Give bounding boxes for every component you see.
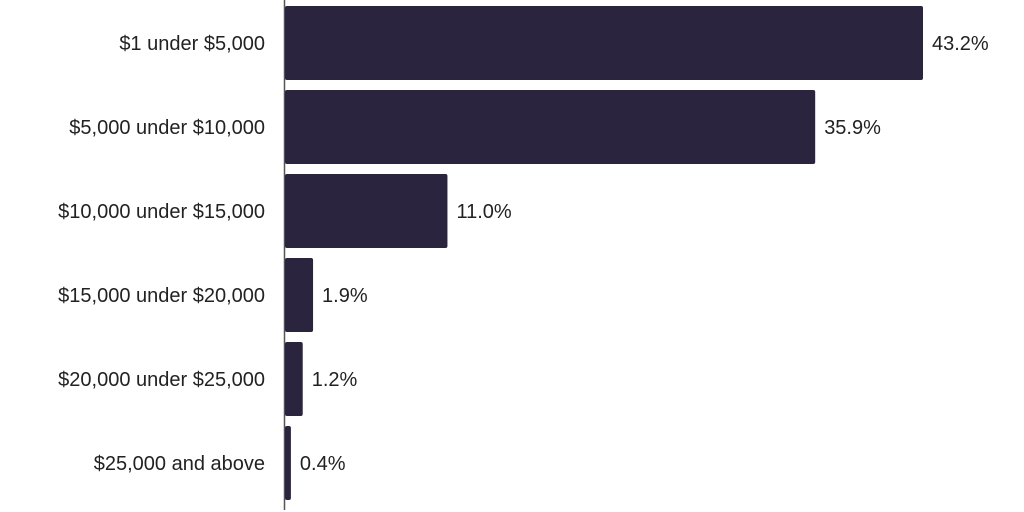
category-label: $5,000 under $10,000 (69, 117, 265, 139)
category-label: $20,000 under $25,000 (58, 369, 265, 391)
value-label: 35.9% (824, 117, 881, 139)
bar (285, 6, 923, 80)
bar (285, 174, 448, 248)
bar (285, 342, 303, 416)
category-label: $1 under $5,000 (119, 33, 265, 55)
value-label: 11.0% (456, 201, 511, 223)
category-label: $10,000 under $15,000 (58, 201, 265, 223)
value-label: 0.4% (300, 453, 346, 475)
value-label: 43.2% (932, 33, 989, 55)
value-label: 1.9% (322, 285, 368, 307)
category-label: $25,000 and above (94, 453, 265, 475)
bar (285, 90, 816, 164)
category-label: $15,000 under $20,000 (58, 285, 265, 307)
value-label: 1.2% (312, 369, 358, 391)
bar (285, 426, 291, 500)
bar (285, 258, 314, 332)
